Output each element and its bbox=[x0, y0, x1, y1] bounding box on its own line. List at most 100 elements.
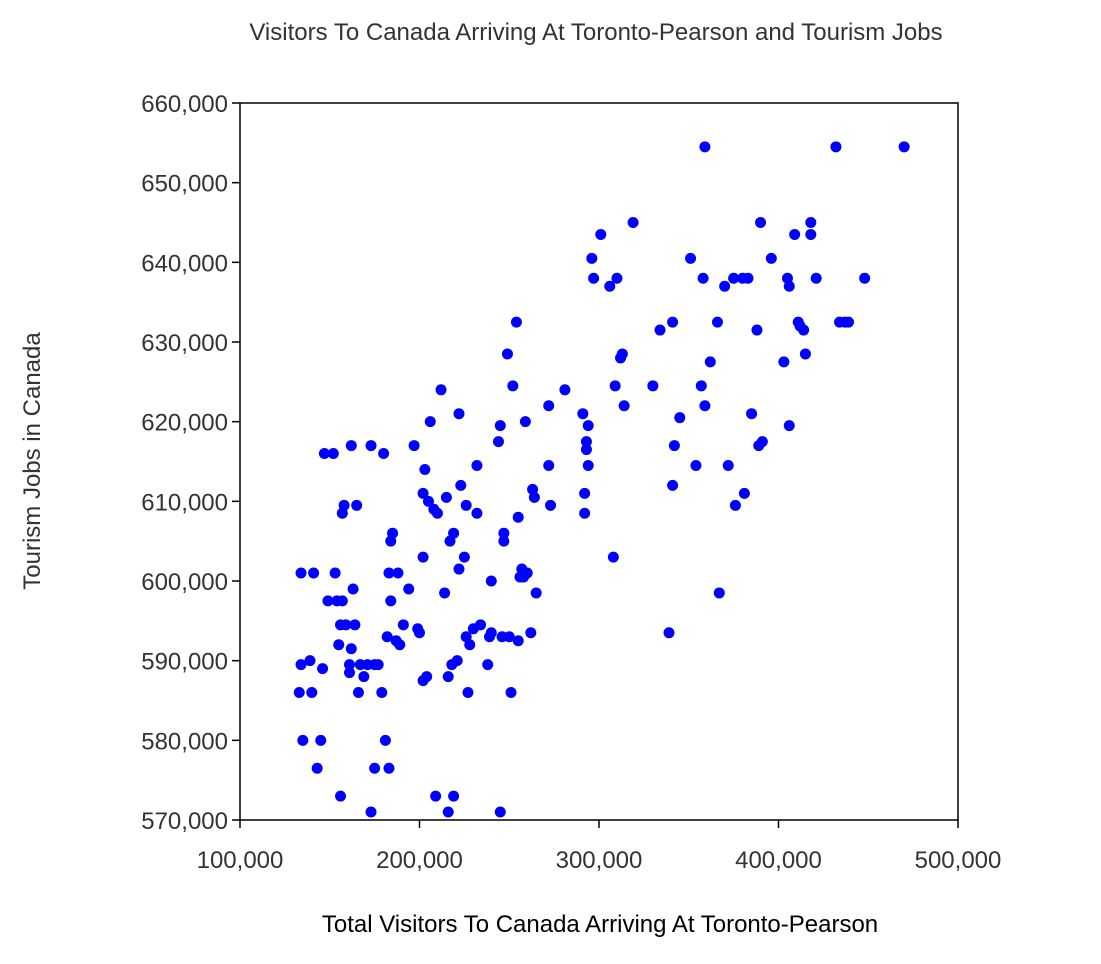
data-point bbox=[647, 380, 659, 392]
data-point bbox=[347, 583, 359, 595]
data-point bbox=[843, 316, 855, 328]
x-tick-label: 300,000 bbox=[556, 847, 643, 874]
data-point bbox=[471, 507, 483, 519]
data-point bbox=[512, 511, 524, 523]
data-point bbox=[343, 667, 355, 679]
data-point bbox=[417, 551, 429, 563]
data-point bbox=[430, 790, 442, 802]
data-point bbox=[358, 671, 370, 683]
data-point bbox=[695, 380, 707, 392]
data-point bbox=[336, 595, 348, 607]
data-point bbox=[315, 734, 327, 746]
data-point bbox=[543, 400, 555, 412]
data-point bbox=[713, 587, 725, 599]
data-point bbox=[453, 408, 465, 420]
data-point bbox=[512, 635, 524, 647]
data-point bbox=[345, 643, 357, 655]
data-point bbox=[543, 459, 555, 471]
data-point bbox=[586, 252, 598, 264]
plot-frame bbox=[239, 102, 959, 821]
data-point bbox=[528, 491, 540, 503]
data-point bbox=[611, 272, 623, 284]
data-point bbox=[699, 400, 711, 412]
data-point bbox=[417, 487, 429, 499]
data-point bbox=[295, 567, 307, 579]
data-point bbox=[580, 444, 592, 456]
data-point bbox=[699, 141, 711, 153]
data-point bbox=[365, 806, 377, 818]
data-point bbox=[317, 663, 329, 675]
data-point bbox=[503, 631, 515, 643]
data-point bbox=[579, 507, 591, 519]
data-point bbox=[799, 348, 811, 360]
data-point bbox=[376, 687, 388, 699]
data-point bbox=[751, 324, 763, 336]
data-point bbox=[333, 639, 345, 651]
data-point bbox=[618, 400, 630, 412]
data-point bbox=[475, 619, 487, 631]
data-point bbox=[308, 567, 320, 579]
data-point bbox=[859, 272, 871, 284]
data-point bbox=[442, 806, 454, 818]
data-point bbox=[408, 440, 420, 452]
data-point bbox=[582, 420, 594, 432]
data-point bbox=[440, 491, 452, 503]
data-point bbox=[498, 527, 510, 539]
data-point bbox=[898, 141, 910, 153]
plot-area bbox=[239, 102, 959, 821]
data-point bbox=[805, 228, 817, 240]
data-point bbox=[588, 272, 600, 284]
data-point bbox=[349, 619, 361, 631]
data-point bbox=[318, 448, 330, 460]
data-point bbox=[494, 806, 506, 818]
y-axis-label: Tourism Jobs in Canada bbox=[19, 332, 46, 590]
y-tick-label: 610,000 bbox=[141, 489, 228, 516]
x-tick-label: 200,000 bbox=[376, 847, 463, 874]
data-point bbox=[756, 436, 768, 448]
chart-title: Visitors To Canada Arriving At Toronto-P… bbox=[249, 19, 942, 46]
data-point bbox=[421, 671, 433, 683]
x-axis-label: Total Visitors To Canada Arriving At Tor… bbox=[322, 911, 878, 938]
x-tick-label: 500,000 bbox=[915, 847, 1002, 874]
data-point bbox=[668, 440, 680, 452]
data-points bbox=[293, 141, 910, 818]
data-point bbox=[663, 627, 675, 639]
data-point bbox=[545, 499, 557, 511]
data-point bbox=[448, 790, 460, 802]
data-point bbox=[798, 324, 810, 336]
data-point bbox=[492, 436, 504, 448]
data-point bbox=[728, 272, 740, 284]
data-point bbox=[525, 627, 537, 639]
data-point bbox=[783, 420, 795, 432]
data-point bbox=[667, 479, 679, 491]
x-axis: 100,000 200,000 300,000 400,000 500,000 bbox=[197, 820, 1002, 874]
data-point bbox=[448, 527, 460, 539]
data-point bbox=[453, 563, 465, 575]
data-point bbox=[738, 487, 750, 499]
data-point bbox=[505, 687, 517, 699]
data-point bbox=[372, 659, 384, 671]
data-point bbox=[414, 627, 425, 639]
data-point bbox=[424, 416, 436, 428]
data-point bbox=[674, 412, 686, 424]
data-point bbox=[789, 228, 801, 240]
data-point bbox=[580, 436, 592, 448]
data-point bbox=[507, 380, 519, 392]
data-point bbox=[559, 384, 571, 396]
data-point bbox=[582, 459, 594, 471]
data-point bbox=[704, 356, 716, 368]
y-tick-label: 580,000 bbox=[141, 728, 228, 755]
data-point bbox=[690, 459, 702, 471]
data-point bbox=[335, 790, 347, 802]
data-point bbox=[755, 217, 767, 228]
data-point bbox=[378, 448, 390, 460]
data-point bbox=[616, 348, 628, 360]
data-point bbox=[471, 459, 483, 471]
data-point bbox=[667, 316, 679, 328]
data-point bbox=[351, 499, 363, 511]
data-point bbox=[595, 228, 607, 240]
data-point bbox=[685, 252, 697, 264]
data-point bbox=[510, 316, 522, 328]
data-point bbox=[329, 567, 341, 579]
